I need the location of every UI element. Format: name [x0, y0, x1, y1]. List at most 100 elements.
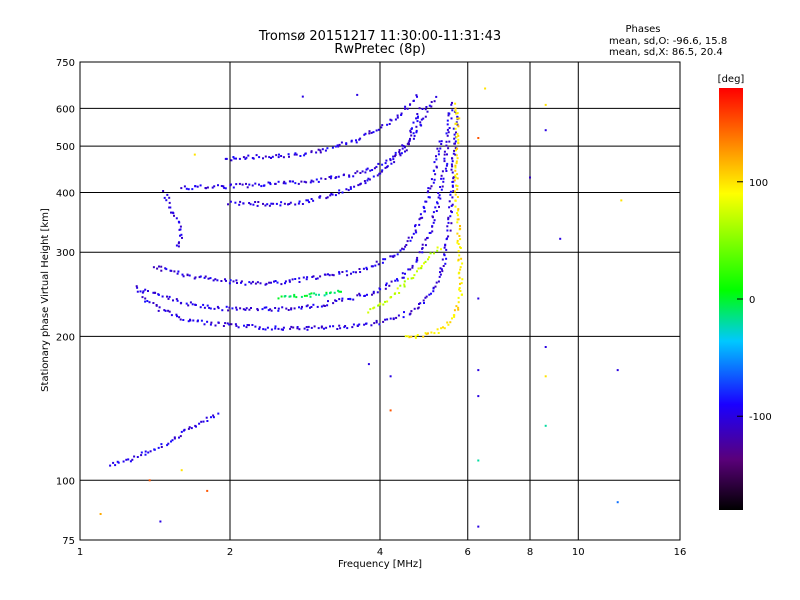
data-point: [394, 151, 397, 154]
x-tick-label: 10: [572, 547, 585, 558]
data-point: [415, 231, 418, 234]
data-point: [248, 308, 251, 311]
data-point: [455, 136, 458, 139]
data-point: [359, 271, 362, 273]
data-point: [372, 290, 375, 293]
data-point: [432, 211, 435, 214]
data-point: [147, 290, 149, 292]
data-point: [398, 292, 401, 294]
data-point: [173, 436, 176, 439]
data-point: [229, 200, 232, 203]
data-point: [280, 295, 283, 298]
data-point: [276, 281, 279, 284]
data-point: [456, 185, 459, 188]
data-point: [260, 185, 263, 188]
data-point: [243, 324, 245, 327]
data-point: [425, 333, 428, 336]
data-point: [237, 326, 240, 329]
data-point: [245, 182, 247, 185]
data-point: [438, 205, 440, 208]
data-point: [354, 172, 357, 175]
data-point: [425, 200, 428, 203]
data-point: [453, 315, 456, 318]
data-point: [250, 307, 252, 309]
data-point: [232, 186, 235, 189]
data-point: [284, 295, 287, 297]
data-point: [275, 202, 278, 205]
data-point: [418, 218, 421, 221]
stats-line-o: mean, sd,O: -96.6, 15.8: [609, 36, 727, 47]
data-point: [447, 216, 450, 219]
data-point: [248, 281, 251, 284]
data-point: [436, 202, 439, 205]
data-point: [176, 299, 179, 302]
data-point: [328, 274, 331, 277]
data-point: [157, 309, 160, 312]
data-point: [450, 103, 453, 106]
data-point: [382, 258, 385, 261]
data-point: [319, 195, 322, 198]
data-point: [417, 267, 420, 270]
data-point: [406, 142, 409, 145]
data-point: [256, 204, 259, 207]
data-point: [392, 317, 395, 320]
data-point: [176, 315, 178, 318]
data-point: [447, 235, 450, 238]
data-point: [186, 274, 189, 277]
data-point: [155, 304, 158, 307]
data-point: [202, 303, 205, 306]
data-point: [450, 168, 453, 171]
data-point: [220, 280, 223, 282]
data-point: [389, 118, 392, 121]
data-point: [235, 308, 238, 311]
data-point: [300, 295, 303, 298]
data-point: [109, 464, 112, 467]
data-point: [404, 245, 407, 248]
data-point: [449, 229, 452, 232]
data-point: [185, 302, 188, 305]
data-point: [204, 275, 207, 278]
data-point: [228, 323, 231, 326]
data-point: [449, 190, 452, 193]
data-point: [457, 296, 460, 299]
axis-ticks: 1 2 4 6 8 10 16 750 600 500 400 300 200 100 75: [56, 58, 686, 558]
data-point: [440, 174, 443, 177]
data-point: [264, 155, 267, 158]
data-point: [393, 292, 396, 295]
data-point: [239, 307, 242, 310]
data-point: [455, 121, 458, 124]
data-point: [544, 424, 547, 427]
data-point: [379, 288, 382, 291]
y-tick-label: 750: [56, 58, 75, 69]
data-point: [453, 149, 456, 152]
data-point: [477, 369, 480, 372]
data-point: [254, 182, 257, 185]
data-point: [317, 180, 320, 183]
data-point: [305, 278, 308, 281]
data-point: [336, 144, 339, 147]
data-point: [423, 207, 426, 209]
data-point: [168, 206, 171, 209]
data-point: [428, 196, 431, 199]
data-point: [284, 182, 287, 185]
data-point: [238, 182, 241, 185]
data-point: [400, 152, 403, 155]
data-point: [455, 160, 458, 163]
data-point: [451, 196, 454, 199]
data-point: [459, 227, 462, 230]
data-point: [136, 286, 139, 289]
data-point: [454, 142, 456, 145]
data-point: [309, 306, 311, 309]
data-point: [303, 294, 306, 297]
data-point: [409, 129, 412, 132]
data-point: [425, 295, 428, 298]
data-point: [399, 154, 402, 157]
data-point: [349, 186, 352, 189]
data-point: [167, 442, 170, 445]
data-point: [388, 284, 391, 287]
data-point: [177, 270, 180, 273]
data-point: [359, 172, 362, 174]
data-point: [180, 233, 183, 236]
data-point: [222, 325, 225, 327]
data-point: [234, 323, 237, 326]
